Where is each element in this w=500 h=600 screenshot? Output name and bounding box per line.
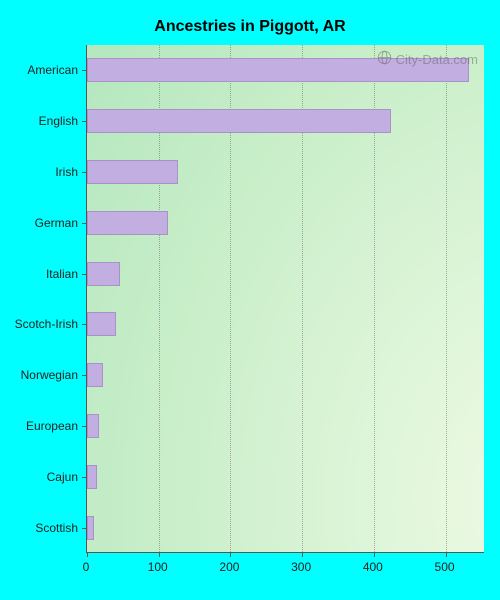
globe-icon: [377, 50, 392, 68]
x-tick-label: 200: [219, 560, 239, 574]
x-tick-label: 300: [291, 560, 311, 574]
y-tick-label: Norwegian: [0, 368, 78, 382]
y-tick-label: Italian: [0, 267, 78, 281]
y-tick-label: European: [0, 419, 78, 433]
data-bar: [87, 262, 120, 286]
x-tick-label: 0: [83, 560, 90, 574]
chart-title: Ancestries in Piggott, AR: [0, 18, 500, 36]
x-tick: [446, 552, 447, 557]
x-tick: [302, 552, 303, 557]
x-tick: [374, 552, 375, 557]
x-tick-label: 400: [363, 560, 383, 574]
data-bar: [87, 465, 97, 489]
watermark: City-Data.com: [377, 50, 478, 68]
data-bar: [87, 516, 94, 540]
chart-container: Ancestries in Piggott, AR City-Data.com …: [0, 0, 500, 600]
x-tick-label: 500: [435, 560, 455, 574]
x-tick: [87, 552, 88, 557]
x-tick-label: 100: [148, 560, 168, 574]
data-bar: [87, 414, 99, 438]
plot-area: [86, 45, 484, 553]
y-tick-label: Cajun: [0, 470, 78, 484]
data-bar: [87, 363, 103, 387]
y-tick-label: Scotch-Irish: [0, 317, 78, 331]
data-bar: [87, 160, 178, 184]
watermark-text: City-Data.com: [396, 52, 478, 67]
data-bar: [87, 109, 391, 133]
y-tick-label: English: [0, 114, 78, 128]
y-tick-label: Irish: [0, 165, 78, 179]
data-bar: [87, 211, 168, 235]
data-bar: [87, 312, 116, 336]
y-tick-label: Scottish: [0, 521, 78, 535]
y-tick-label: American: [0, 63, 78, 77]
x-tick: [159, 552, 160, 557]
x-tick: [230, 552, 231, 557]
gridline: [446, 45, 447, 552]
y-tick-label: German: [0, 216, 78, 230]
